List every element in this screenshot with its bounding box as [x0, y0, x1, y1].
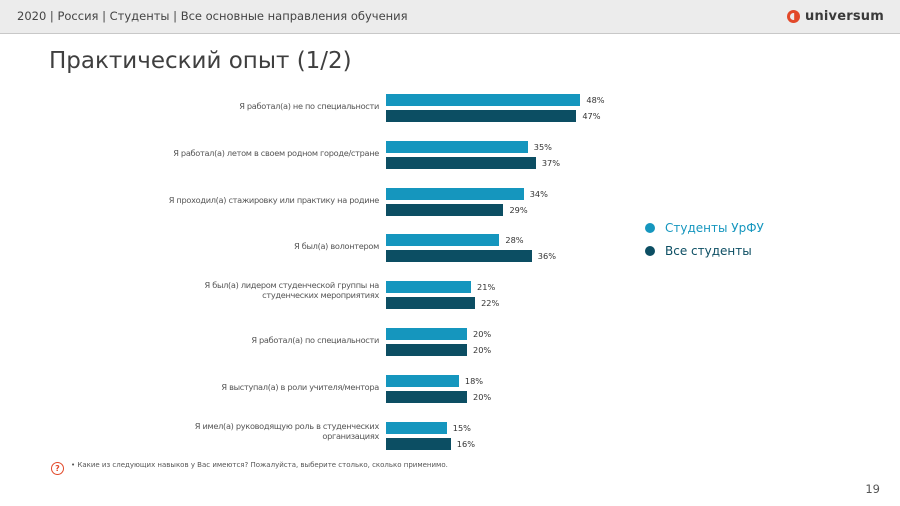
category-label: Я проходил(а) стажировку или практику на… — [168, 194, 380, 205]
bar-series-2 — [386, 297, 476, 310]
bar-series-2 — [386, 344, 467, 356]
category-label: Я работал(а) не по специальности — [239, 101, 379, 111]
bar-value-label: 20% — [473, 329, 492, 339]
universum-logo: universum — [786, 9, 884, 24]
bar-series-1 — [386, 421, 447, 434]
bar-value-label: 20% — [473, 391, 492, 402]
footnote: • Какие из следующих навыков у Вас имеют… — [71, 461, 448, 469]
bar-series-2 — [386, 156, 536, 169]
bar-value-label: 20% — [473, 345, 492, 355]
bar-value-label: 37% — [541, 157, 561, 168]
category-label: Я работал(а) летом в своем родном городе… — [173, 147, 379, 158]
bar-series-2 — [386, 390, 467, 403]
legend-item-series-1: Студенты УрФУ — [645, 216, 764, 239]
legend-dot-icon — [645, 222, 655, 233]
bar-value-label: 15% — [452, 422, 471, 433]
legend-label: Все студенты — [665, 243, 752, 258]
legend-dot-icon — [645, 245, 655, 256]
universum-logo-icon — [786, 10, 800, 23]
bar-series-2 — [386, 437, 451, 450]
bar-value-label: 21% — [477, 282, 496, 293]
page-title: Практический опыт (1/2) — [49, 48, 352, 74]
category-label: Я был(а) лидером студенческой группы на … — [204, 280, 380, 301]
bar-value-label: 36% — [537, 251, 556, 262]
bar-value-label: 28% — [505, 235, 524, 246]
chart-legend: Студенты УрФУ Все студенты — [645, 216, 764, 262]
bar-series-1 — [386, 187, 524, 200]
question-icon: ? — [51, 462, 64, 475]
category-label: Я был(а) волонтером — [294, 241, 379, 252]
bar-series-1 — [386, 328, 467, 340]
category-label: Я работал(а) по специальности — [251, 335, 379, 345]
bar-series-2 — [386, 203, 504, 216]
legend-label: Студенты УрФУ — [665, 220, 764, 235]
bar-series-1 — [386, 140, 528, 153]
bar-value-label: 48% — [586, 95, 605, 105]
bar-series-2 — [386, 110, 577, 122]
bar-series-1 — [386, 94, 581, 106]
bar-value-label: 34% — [529, 188, 548, 199]
bar-series-1 — [386, 234, 500, 247]
category-label: Я имел(а) руководящую роль в студенчески… — [194, 420, 380, 441]
legend-item-series-2: Все студенты — [645, 239, 764, 262]
bar-value-label: 18% — [464, 375, 484, 386]
logo-text: universum — [804, 9, 884, 24]
bar-series-1 — [386, 281, 472, 294]
breadcrumb: 2020 | Россия | Студенты | Все основные … — [17, 9, 408, 23]
top-bar: 2020 | Россия | Студенты | Все основные … — [0, 0, 900, 34]
bar-value-label: 29% — [509, 204, 528, 215]
page-number: 19 — [865, 482, 880, 496]
bar-value-label: 35% — [533, 141, 552, 152]
bar-value-label: 16% — [456, 438, 475, 449]
bar-series-2 — [386, 250, 532, 263]
bar-series-1 — [386, 374, 459, 387]
bar-value-label: 22% — [481, 298, 500, 309]
category-label: Я выступал(а) в роли учителя/ментора — [221, 381, 379, 392]
bar-value-label: 47% — [582, 111, 601, 121]
